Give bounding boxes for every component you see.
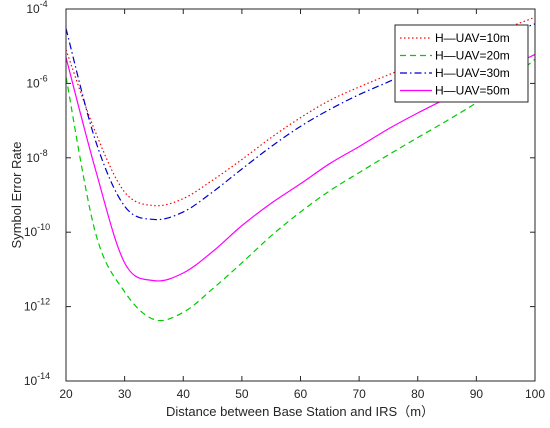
y-tick-label: 10-14 — [24, 371, 50, 388]
y-tick-base: 10 — [26, 151, 40, 165]
y-tick-base: 10 — [26, 76, 40, 90]
x-tick-label: 20 — [59, 387, 73, 401]
x-tick-label: 40 — [177, 387, 191, 401]
y-tick-label: 10-8 — [26, 148, 47, 165]
x-tick-label: 100 — [525, 387, 545, 401]
x-tick-label: 70 — [352, 387, 366, 401]
x-axis-label: Distance between Base Station and IRS（m） — [166, 404, 434, 419]
y-tick-label: 10-12 — [24, 297, 50, 314]
legend-label: H—UAV=20m — [435, 49, 510, 63]
y-tick-label: 10-10 — [24, 222, 50, 239]
legend: H—UAV=10m H—UAV=20m H—UAV=30m H—UAV=50m — [394, 24, 529, 103]
x-tick-label: 80 — [411, 387, 425, 401]
x-axis-ticks: 20 30 40 50 60 70 80 90 100 — [59, 9, 545, 401]
legend-label: H—UAV=30m — [435, 66, 510, 80]
series-line-2 — [65, 58, 536, 322]
legend-label: H—UAV=10m — [435, 31, 510, 45]
y-tick-exponent: -12 — [37, 297, 50, 307]
x-tick-label: 60 — [294, 387, 308, 401]
y-tick-exponent: -4 — [40, 0, 48, 9]
y-tick-exponent: -14 — [37, 371, 50, 381]
y-axis-label: Symbol Error Rate — [9, 142, 24, 249]
y-tick-base: 10 — [24, 300, 38, 314]
y-tick-exponent: -6 — [40, 73, 48, 83]
x-tick-label: 30 — [118, 387, 132, 401]
y-tick-label: 10-6 — [26, 73, 47, 90]
y-tick-base: 10 — [24, 374, 38, 388]
y-tick-label: 10-4 — [26, 0, 47, 16]
y-tick-base: 10 — [24, 225, 38, 239]
legend-label: H—UAV=50m — [435, 84, 510, 98]
x-tick-label: 90 — [470, 387, 484, 401]
y-tick-base: 10 — [26, 2, 40, 16]
y-tick-exponent: -8 — [40, 148, 48, 158]
x-tick-label: 50 — [235, 387, 249, 401]
y-tick-exponent: -10 — [37, 222, 50, 232]
